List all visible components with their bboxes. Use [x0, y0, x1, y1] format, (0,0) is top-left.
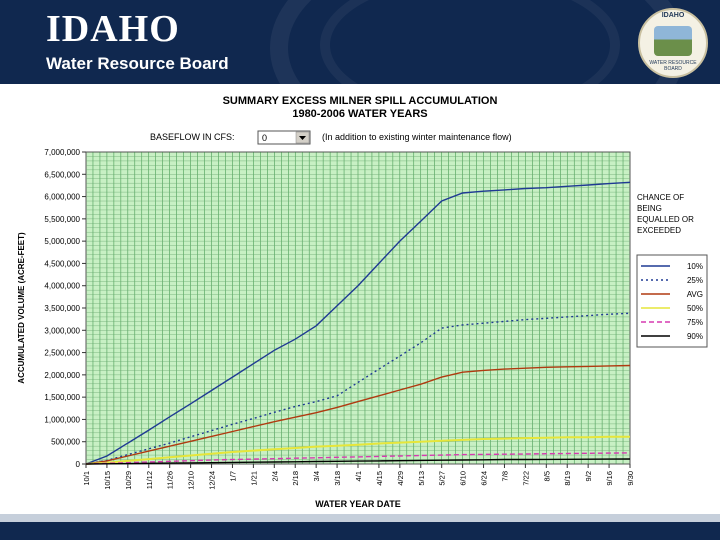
legend-box: [636, 254, 708, 348]
legend-label: AVG: [687, 290, 703, 299]
x-tick-label: 10/29: [124, 471, 133, 490]
x-axis-label: WATER YEAR DATE: [315, 499, 401, 509]
brand-name: IDAHO: [46, 8, 180, 50]
y-tick-label: 500,000: [51, 438, 80, 447]
y-tick-label: 6,500,000: [44, 170, 80, 179]
baseflow-select[interactable]: 0: [257, 130, 311, 145]
y-tick-label: 4,500,000: [44, 259, 80, 268]
footer-bar: [0, 522, 720, 540]
series-line-avg: [85, 364, 631, 465]
brand-logo: IDAHO Water Resource Board: [46, 10, 229, 74]
chevron-down-icon: [299, 136, 306, 140]
background-seal-inner: [320, 0, 620, 84]
x-tick-label: 3/18: [333, 471, 342, 486]
chart-title: SUMMARY EXCESS MILNER SPILL ACCUMULATION: [223, 95, 498, 107]
seal-landscape: [654, 26, 692, 56]
y-tick-label: 1,500,000: [44, 393, 80, 402]
y-tick-label: 5,000,000: [44, 237, 80, 246]
x-tick-label: 7/22: [521, 471, 530, 486]
legend-title-line: BEING: [637, 204, 662, 213]
series-lines: [85, 181, 631, 465]
x-tick-label: 11/26: [166, 471, 175, 489]
legend-label: 50%: [687, 304, 703, 313]
x-tick-label: 4/1: [354, 471, 363, 481]
baseflow-note: (In addition to existing winter maintena…: [322, 132, 512, 142]
brand-subtitle: Water Resource Board: [46, 54, 229, 73]
legend-label: 75%: [687, 318, 703, 327]
x-tick-label: 6/10: [459, 471, 468, 486]
chart: SUMMARY EXCESS MILNER SPILL ACCUMULATION…: [17, 95, 708, 509]
y-tick-label: 3,500,000: [44, 304, 80, 313]
x-tick-label: 2/18: [291, 471, 300, 486]
x-axis-ticks: 10/1 10/15 10/29 11/12 11/26 12/10 12/24 1/7 1/2…: [82, 464, 635, 490]
baseflow-label: BASEFLOW IN CFS:: [150, 132, 235, 142]
header-banner: IDAHO Water Resource Board IDAHO WATER R…: [0, 0, 720, 84]
x-tick-label: 11/12: [145, 471, 154, 489]
seal-top-text: IDAHO: [661, 12, 685, 19]
legend-label: 25%: [687, 276, 703, 285]
x-tick-label: 6/24: [480, 471, 489, 486]
y-tick-label: 0: [76, 460, 81, 469]
x-tick-label: 4/15: [375, 471, 384, 486]
y-tick-label: 1,000,000: [44, 415, 80, 424]
x-tick-label: 9/2: [584, 471, 593, 481]
y-axis-ticks: 0 500,000 1,000,000 1,500,000 2,000,000 2,500…: [44, 148, 86, 469]
x-tick-label: 1/7: [228, 471, 237, 481]
board-seal-icon: IDAHO WATER RESOURCE BOARD: [638, 8, 708, 78]
x-tick-label: 12/24: [208, 471, 217, 490]
series-line-50pct: [85, 435, 630, 465]
x-tick-label: 1/21: [249, 471, 258, 486]
legend-title-line: EQUALLED OR: [637, 215, 694, 224]
series-line-25pct: [85, 312, 631, 465]
baseflow-value: 0: [262, 133, 267, 143]
x-tick-label: 10/15: [103, 471, 112, 490]
x-tick-label: 10/1: [82, 471, 91, 486]
footer-band: [0, 514, 720, 522]
y-tick-label: 7,000,000: [44, 148, 80, 157]
y-tick-label: 2,000,000: [44, 371, 80, 380]
x-tick-label: 3/4: [312, 471, 321, 481]
y-axis-label: ACCUMULATED VOLUME (ACRE-FEET): [17, 232, 26, 384]
gridlines: [86, 152, 630, 464]
x-tick-label: 4/29: [396, 471, 405, 486]
x-tick-label: 8/19: [563, 471, 572, 486]
seal-bottom-text: WATER RESOURCE BOARD: [649, 60, 697, 72]
y-tick-label: 5,500,000: [44, 215, 80, 224]
y-tick-label: 4,000,000: [44, 282, 80, 291]
x-tick-label: 9/16: [605, 471, 614, 486]
series-line-90pct: [85, 458, 631, 465]
x-tick-label: 5/13: [417, 471, 426, 486]
y-tick-label: 6,000,000: [44, 193, 80, 202]
y-tick-label: 3,000,000: [44, 326, 80, 335]
legend-label: 10%: [687, 262, 703, 271]
y-tick-label: 2,500,000: [44, 349, 80, 358]
legend-title-line: EXCEEDED: [637, 226, 681, 235]
legend: 10% 25% AVG 50% 75% 90%: [641, 262, 703, 341]
x-tick-label: 8/5: [542, 471, 551, 481]
legend-title-line: CHANCE OF: [637, 193, 684, 202]
series-line-75pct: [85, 452, 631, 465]
series-line-10pct: [85, 181, 631, 465]
x-tick-label: 5/27: [438, 471, 447, 486]
x-tick-label: 9/30: [626, 471, 635, 486]
x-tick-label: 2/4: [270, 471, 279, 481]
legend-label: 90%: [687, 332, 703, 341]
x-tick-label: 12/10: [187, 471, 196, 490]
chart-subtitle: 1980-2006 WATER YEARS: [292, 108, 427, 120]
x-tick-label: 7/8: [500, 471, 509, 481]
legend-title: CHANCE OF BEING EQUALLED OR EXCEEDED: [637, 193, 694, 235]
